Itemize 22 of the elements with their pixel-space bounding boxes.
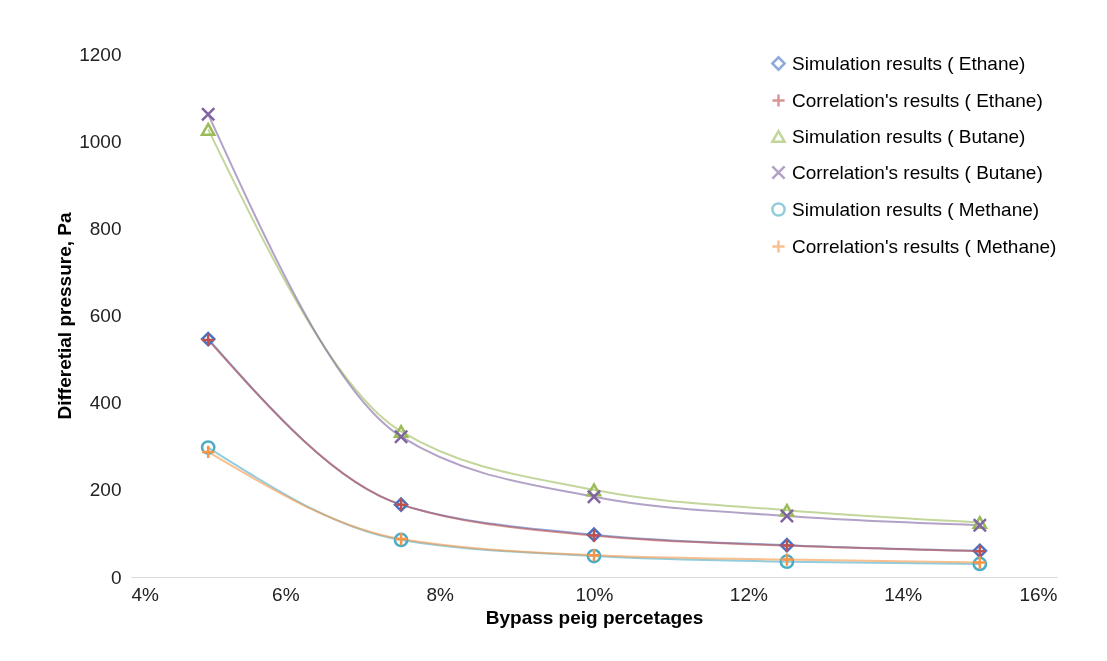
- y-tick-label: 400: [89, 392, 122, 414]
- y-tick-label: 1200: [79, 43, 122, 65]
- x-tick-label: 4%: [131, 583, 160, 605]
- x-tick-label: 8%: [426, 583, 454, 605]
- y-tick-label: 800: [89, 217, 122, 239]
- x-tick-label: 10%: [575, 583, 614, 605]
- y-tick-label: 200: [89, 479, 122, 501]
- legend-label: Simulation results ( Methane): [792, 198, 1040, 220]
- x-tick-label: 6%: [272, 583, 300, 605]
- x-tick-label: 12%: [729, 583, 768, 605]
- y-axis-title: Differetial pressure, Pa: [54, 212, 76, 420]
- y-tick-label: 600: [89, 305, 122, 326]
- x-tick-label: 16%: [1019, 583, 1058, 605]
- y-tick-label: 1000: [79, 130, 122, 152]
- y-tick-label: 0: [110, 566, 122, 588]
- legend-label: Correlation's results ( Ethane): [792, 89, 1043, 111]
- x-axis-title: Bypass peig percetages: [485, 606, 704, 628]
- legend-label: Simulation results ( Ethane): [792, 52, 1026, 74]
- legend-label: Correlation's results ( Methane): [792, 235, 1057, 257]
- legend-label: Simulation results ( Butane): [792, 125, 1026, 147]
- x-tick-label: 14%: [884, 583, 923, 605]
- legend-label: Correlation's results ( Butane): [792, 161, 1043, 183]
